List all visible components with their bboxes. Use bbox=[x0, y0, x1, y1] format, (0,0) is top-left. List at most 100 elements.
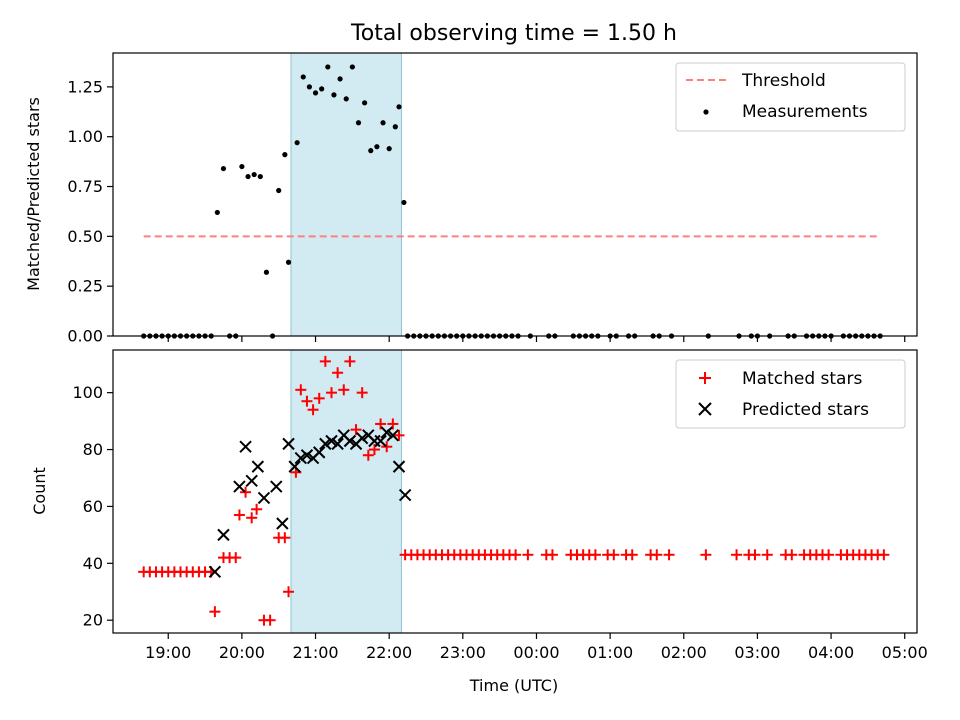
legend-measurements-label: Measurements bbox=[742, 102, 868, 122]
matched-star-point bbox=[362, 449, 374, 461]
xtick-label: 20:00 bbox=[219, 643, 265, 662]
top-ytick-label: 1.25 bbox=[67, 77, 103, 96]
bot-ytick-label: 60 bbox=[83, 497, 103, 516]
matched-star-point bbox=[878, 549, 890, 561]
top-panel: 0.00 0.25 0.50 0.75 1.00 1.25 Matched/Predict… bbox=[24, 52, 918, 346]
matched-star-point bbox=[344, 355, 356, 367]
bottom-panel-frame bbox=[112, 349, 918, 634]
top-legend: Threshold Measurements bbox=[675, 62, 906, 132]
matched-star-point bbox=[246, 512, 258, 524]
matched-star-point bbox=[332, 367, 344, 379]
predicted-star-point bbox=[294, 451, 308, 465]
measurement-point bbox=[306, 84, 312, 90]
matched-star-point bbox=[546, 549, 558, 561]
matched-star-point bbox=[350, 424, 362, 436]
matched-star-point bbox=[510, 549, 522, 561]
predicted-star-point bbox=[380, 426, 393, 439]
predicted-star-point bbox=[374, 434, 387, 448]
matched-star-point bbox=[393, 429, 405, 441]
xtick-label: 02:00 bbox=[661, 643, 707, 662]
predicted-star-point bbox=[245, 474, 258, 488]
x-axis-label: Time (UTC) bbox=[469, 676, 558, 695]
xtick-label: 03:00 bbox=[734, 643, 780, 662]
measurement-point bbox=[239, 163, 245, 170]
matched-star-point bbox=[651, 549, 663, 561]
predicted-star-point bbox=[282, 437, 295, 451]
bottom-legend: Matched stars Predicted stars bbox=[675, 359, 906, 429]
measurement-point bbox=[325, 64, 331, 70]
top-panel-shaded-region bbox=[290, 52, 402, 337]
measurement-point bbox=[343, 96, 349, 102]
matched-star-point bbox=[240, 486, 252, 498]
bottom-y-axis-label: Count bbox=[30, 467, 49, 515]
predicted-star-point bbox=[251, 460, 265, 473]
bottom-panel-shaded-region bbox=[290, 349, 402, 634]
measurement-point bbox=[392, 124, 398, 130]
matched-star-point bbox=[749, 549, 761, 561]
predicted-star-point bbox=[288, 460, 301, 473]
matched-star-point bbox=[279, 532, 291, 544]
matched-star-point bbox=[230, 552, 242, 564]
top-panel-frame bbox=[112, 52, 918, 337]
predicted-star-point bbox=[233, 480, 246, 493]
matched-star-point bbox=[786, 549, 798, 561]
measurement-point bbox=[251, 171, 257, 178]
predicted-star-point bbox=[300, 449, 314, 462]
measurement-point bbox=[331, 92, 337, 98]
bot-ytick-label: 20 bbox=[83, 611, 103, 630]
predicted-star-point bbox=[343, 434, 357, 448]
matched-star-point bbox=[626, 549, 638, 561]
measurement-point bbox=[386, 146, 392, 152]
predicted-star-point bbox=[331, 437, 344, 451]
chart-title: Total observing time = 1.50 h bbox=[350, 21, 677, 46]
legend-predicted-label: Predicted stars bbox=[742, 400, 869, 420]
matched-star-point bbox=[823, 549, 835, 561]
matched-star-point bbox=[251, 503, 263, 515]
matched-star-point bbox=[589, 549, 601, 561]
matched-star-point bbox=[663, 549, 675, 561]
top-legend-box bbox=[675, 62, 906, 132]
bot-ytick-label: 80 bbox=[83, 440, 103, 459]
measurement-point bbox=[257, 173, 263, 180]
matched-star-point bbox=[731, 549, 743, 561]
measurement-point bbox=[349, 64, 355, 70]
top-ytick-label: 0.00 bbox=[67, 327, 103, 346]
matched-star-point bbox=[368, 444, 380, 456]
predicted-star-point bbox=[392, 460, 406, 473]
bot-ytick-label: 40 bbox=[83, 554, 103, 573]
matched-star-point bbox=[301, 395, 313, 407]
predicted-star-point bbox=[355, 431, 369, 445]
predicted-star-point bbox=[217, 528, 230, 542]
top-ytick-label: 0.75 bbox=[67, 177, 103, 196]
measurement-point bbox=[285, 259, 292, 265]
predicted-star-point bbox=[270, 480, 283, 493]
legend-matched-label: Matched stars bbox=[742, 369, 862, 389]
matched-star-point bbox=[233, 509, 245, 521]
matched-star-point bbox=[313, 392, 325, 404]
measurement-point bbox=[294, 140, 300, 146]
bottom-legend-box bbox=[675, 359, 906, 429]
bottom-x-ticks: 19:00 20:00 21:00 22:00 23:00 00:00 01:00 02:00… bbox=[145, 633, 928, 662]
top-ytick-label: 0.50 bbox=[67, 227, 103, 246]
predicted-star-point bbox=[386, 429, 400, 442]
matched-star-point bbox=[319, 355, 331, 367]
measurement-point bbox=[355, 120, 362, 126]
matched-star-point bbox=[381, 441, 393, 453]
measurement-point bbox=[374, 144, 380, 150]
measurement-point bbox=[337, 76, 343, 82]
top-y-ticks: 0.00 0.25 0.50 0.75 1.00 1.25 bbox=[67, 77, 113, 346]
xtick-label: 01:00 bbox=[587, 643, 633, 662]
predicted-star-point bbox=[319, 437, 332, 451]
matched-star-point bbox=[283, 586, 295, 598]
top-y-axis-label: Matched/Predicted stars bbox=[24, 97, 43, 291]
top-ytick-label: 0.25 bbox=[67, 277, 103, 296]
xtick-label: 04:00 bbox=[808, 643, 854, 662]
matched-star-point bbox=[295, 384, 307, 396]
measurement-point bbox=[282, 152, 288, 158]
top-ytick-label: 1.00 bbox=[67, 127, 103, 146]
bottom-y-ticks: 20 40 60 80 100 bbox=[72, 383, 113, 630]
predicted-star-point bbox=[313, 446, 326, 459]
predicted-star-point bbox=[257, 491, 271, 505]
matched-star-point bbox=[356, 387, 368, 399]
